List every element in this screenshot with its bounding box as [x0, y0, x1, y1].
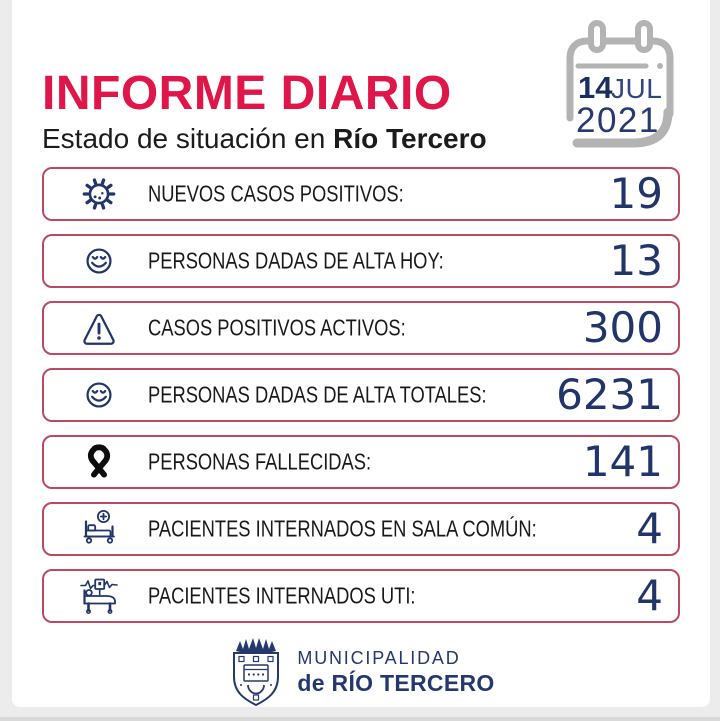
- row-nuevos-casos: NUEVOS CASOS POSITIVOS: 19: [42, 166, 680, 221]
- virus-icon: [78, 173, 120, 215]
- stat-label: PACIENTES INTERNADOS EN SALA COMÚN:: [148, 515, 537, 542]
- mourning-ribbon-icon: [78, 441, 120, 483]
- stat-label: PERSONAS DADAS DE ALTA TOTALES:: [148, 381, 487, 408]
- coat-of-arms-icon: [227, 637, 285, 709]
- stat-label: CASOS POSITIVOS ACTIVOS:: [148, 314, 406, 341]
- row-internados-uti: PACIENTES INTERNADOS UTI: 4: [42, 568, 680, 623]
- stat-value: 19: [609, 168, 663, 218]
- row-altas-hoy: PERSONAS DADAS DE ALTA HOY: 13: [42, 233, 680, 288]
- page-title: INFORME DIARIO: [42, 67, 452, 120]
- row-altas-totales: PERSONAS DADAS DE ALTA TOTALES: 6231: [42, 367, 680, 422]
- icu-bed-icon: [78, 575, 120, 617]
- stat-value: 13: [609, 235, 663, 285]
- calendar-month: JUL: [611, 73, 662, 104]
- smiley-icon: [78, 240, 120, 282]
- row-fallecidas: PERSONAS FALLECIDAS: 141: [42, 434, 680, 489]
- stat-value: 4: [636, 570, 663, 620]
- stat-label: PACIENTES INTERNADOS UTI:: [148, 582, 416, 609]
- stat-value: 141: [582, 436, 663, 486]
- row-casos-activos: CASOS POSITIVOS ACTIVOS: 300: [42, 300, 680, 355]
- calendar-year: 2021: [576, 101, 660, 140]
- stat-value: 300: [582, 302, 663, 352]
- warning-icon: [78, 307, 120, 349]
- stats-list: NUEVOS CASOS POSITIVOS: 19 PERSONAS DADA…: [42, 166, 680, 623]
- page-subtitle: Estado de situación en Río Tercero: [42, 123, 680, 155]
- stat-label: NUEVOS CASOS POSITIVOS:: [148, 180, 404, 207]
- bottom-divider: [0, 717, 720, 721]
- municipality-logo: MUNICIPALIDAD de RÍO TERCERO: [42, 637, 680, 709]
- stat-value: 6231: [556, 369, 663, 419]
- stat-label: PERSONAS DADAS DE ALTA HOY:: [148, 247, 444, 274]
- subtitle-prefix: Estado de situación en: [42, 123, 334, 154]
- stat-value: 4: [636, 503, 663, 553]
- report-card: INFORME DIARIO Estado de situación en Rí…: [12, 0, 710, 707]
- calendar-icon: 14 JUL 2021: [566, 20, 674, 148]
- calendar-date: 14 JUL 2021: [560, 18, 682, 160]
- smiley-icon: [78, 374, 120, 416]
- org-line2: de RÍO TERCERO: [297, 670, 495, 697]
- stat-label: PERSONAS FALLECIDAS:: [148, 448, 372, 475]
- row-internados-sala-comun: PACIENTES INTERNADOS EN SALA COMÚN: 4: [42, 501, 680, 556]
- subtitle-city: Río Tercero: [333, 123, 487, 154]
- municipality-name: MUNICIPALIDAD de RÍO TERCERO: [297, 648, 494, 697]
- org-line1: MUNICIPALIDAD: [297, 648, 461, 669]
- hospital-bed-icon: [78, 508, 120, 550]
- calendar-day: 14: [578, 70, 613, 105]
